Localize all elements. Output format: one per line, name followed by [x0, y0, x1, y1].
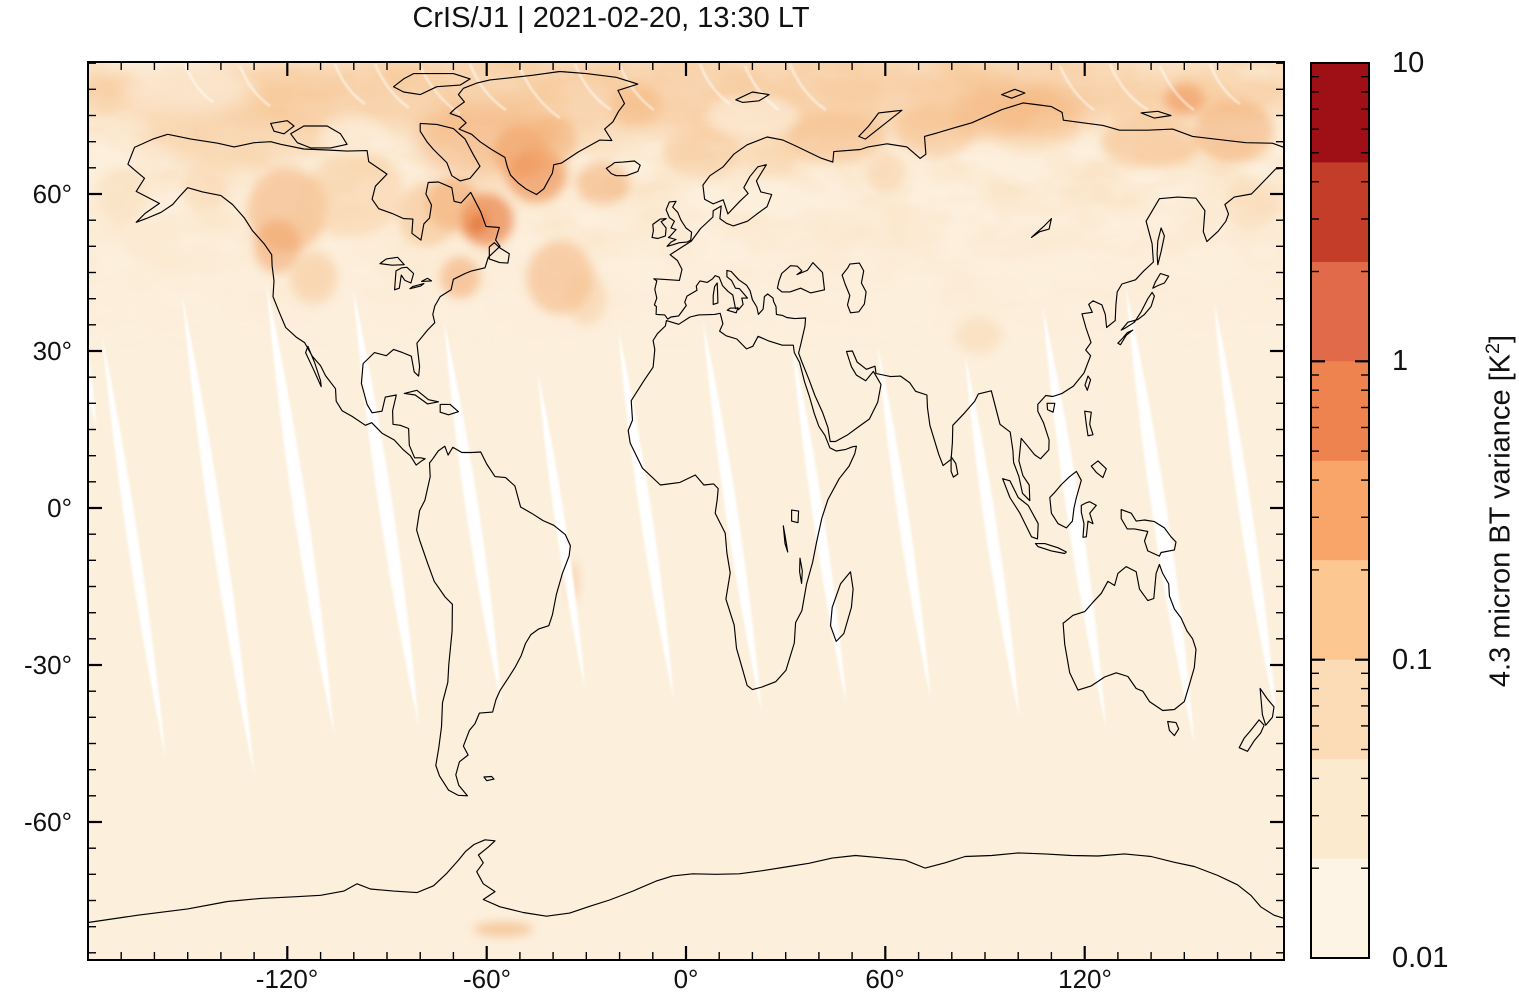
swath-gap [618, 330, 674, 700]
map-frame [87, 61, 1285, 961]
swath-gap [444, 322, 502, 708]
swath-gap [1213, 300, 1278, 722]
colorbar-tick-label: 1 [1392, 345, 1409, 377]
swath-gap [102, 335, 166, 760]
swath-edge-arc [333, 63, 366, 106]
map-content [88, 62, 1284, 937]
colorbar-band [1311, 759, 1369, 860]
swath-gap [965, 355, 1020, 718]
swath-edge-arc [743, 65, 780, 112]
colorbar-frame [1310, 62, 1370, 959]
swath-edge-arc [1108, 63, 1149, 112]
swath-edge-arc [1208, 63, 1241, 106]
figure-title: CrIS/J1 | 2021-02-20, 13:30 LT [412, 2, 810, 34]
swath-gap [877, 345, 931, 700]
swath-edge-arc [238, 65, 271, 108]
y-tick-label: 60° [32, 179, 72, 209]
colorbar-band [1311, 261, 1369, 362]
swath-edge-arc [618, 65, 655, 112]
colorbar-band [1311, 858, 1369, 959]
colorbar-label-close-bracket: ] [1484, 334, 1517, 343]
swath-gap [182, 295, 255, 775]
map-ticks [88, 62, 1284, 960]
x-tick-label: 60° [865, 964, 905, 994]
swath-edge-arc [518, 67, 561, 120]
x-tick-label: -60° [463, 964, 511, 994]
swath-edge-arc [418, 65, 461, 116]
colorbar-band [1311, 560, 1369, 661]
swath-edge-arc [373, 63, 410, 110]
y-tick-label: -60° [24, 807, 72, 837]
colorbar-label-text: 4.3 micron BT variance [K [1484, 353, 1517, 688]
swath-edge-arc [573, 63, 612, 112]
swath-edge-arc [698, 63, 731, 106]
colorbar-band [1311, 162, 1369, 263]
swath-edge-arc [788, 63, 827, 112]
swath-edge-arc [1158, 65, 1195, 112]
swath-gap [791, 340, 847, 705]
colorbar-band [1311, 361, 1369, 462]
colorbar-band [1311, 659, 1369, 760]
y-tick-label: -30° [24, 650, 72, 680]
colorbar-ticks [1311, 75, 1369, 869]
colorbar-label-superscript: 2 [1482, 343, 1504, 354]
swath-gap [702, 320, 762, 712]
colorbar-band [1311, 460, 1369, 561]
swath-edge-arc [183, 63, 214, 104]
swath-gap [1042, 305, 1106, 728]
swath-gap [266, 282, 335, 735]
y-tick-label: 0° [47, 493, 72, 523]
colorbar-axis-label: 4.3 micron BT variance [K2] [1474, 261, 1517, 761]
swath-edge-arc [468, 63, 507, 112]
colorbar-tick-label: 10 [1392, 47, 1425, 79]
swath-gap [353, 288, 419, 728]
x-tick-label: 120° [1058, 964, 1112, 994]
colorbar [1310, 62, 1370, 959]
x-tick-label: -120° [255, 964, 319, 994]
colorbar-tick-label: 0.1 [1392, 644, 1433, 676]
x-tick-label: 0° [673, 964, 699, 994]
y-tick-label: 30° [32, 336, 72, 366]
swath-edge-arc [1058, 65, 1095, 112]
colorbar-tick-label: 0.01 [1392, 942, 1449, 974]
swath-gap [1126, 288, 1195, 745]
colorbar-band [1311, 63, 1369, 163]
coastlines [88, 70, 1284, 924]
swath-gap [88, 351, 97, 430]
